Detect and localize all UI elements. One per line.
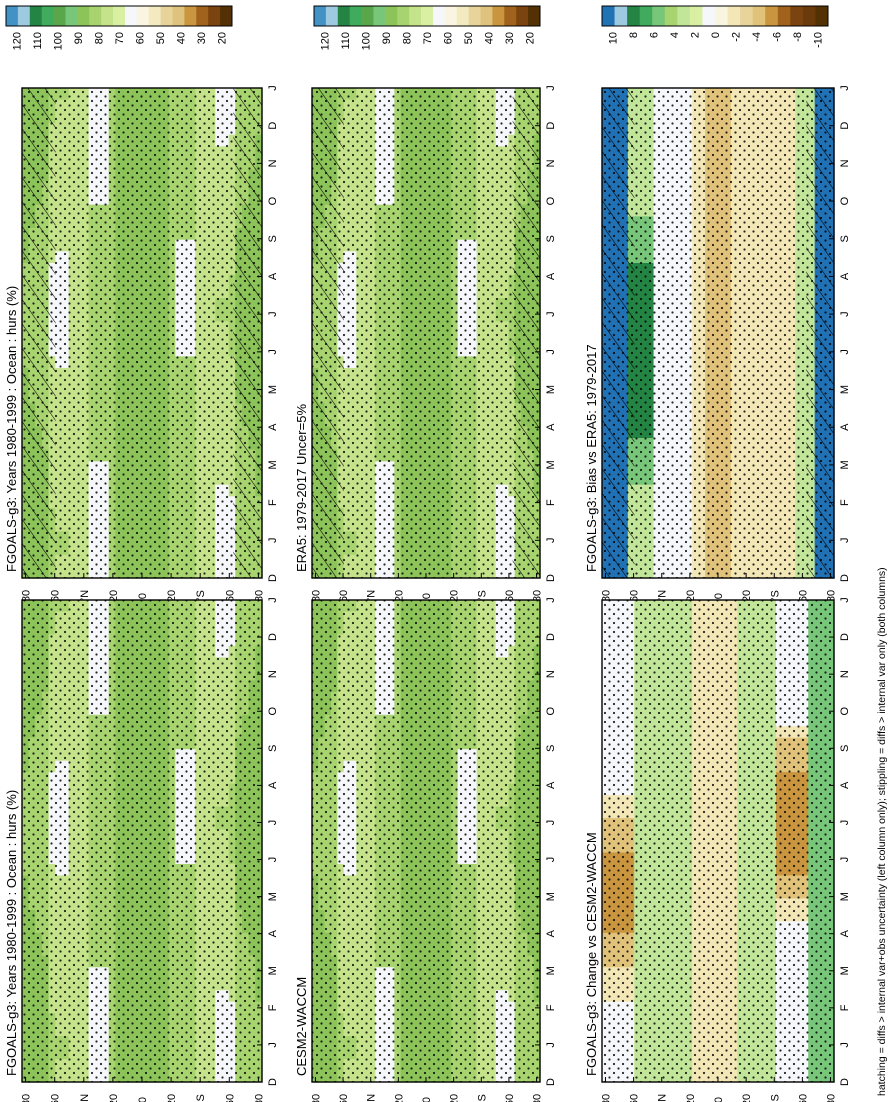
panel-model-left: 80 60 °N 20 0 20 °S 60 80DJFMAMJJASONDJFGOALS-g3… [4, 85, 279, 602]
hatching-overlay [233, 88, 262, 578]
month-tick-label: A [267, 929, 279, 937]
lat-tick-label: °S [195, 590, 207, 602]
month-tick-label: D [545, 574, 557, 582]
month-tick-label: F [267, 1004, 279, 1011]
month-tick-label: S [267, 235, 279, 242]
lat-tick-label: 60 [338, 590, 350, 602]
month-tick-label: S [545, 235, 557, 242]
month-tick-label: M [267, 892, 279, 901]
panel-reference-model: 80 60 °N 20 0 20 °S 60 80DJFMAMJJASONDJCESM2-WAC… [294, 597, 557, 1102]
panel-title: FGOALS-g3: Years 1980-1999 : Ocean : hur… [4, 790, 19, 1076]
lat-tick-label: 80 [21, 1094, 33, 1102]
month-tick-label: D [267, 633, 279, 641]
month-tick-label: J [267, 349, 279, 355]
month-tick-label: J [267, 597, 279, 603]
month-tick-label: J [267, 538, 279, 544]
footnote: hatching = diffs > internal var+obs unce… [876, 567, 888, 1096]
stippling-overlay [22, 88, 262, 578]
hatching-overlay [22, 88, 56, 578]
lat-tick-label: °N [366, 590, 378, 602]
month-tick-label: J [267, 820, 279, 826]
month-tick-label: N [545, 159, 557, 167]
month-tick-label: F [267, 499, 279, 506]
lat-tick-label: 60 [224, 590, 236, 602]
lat-tick-label: 20 [166, 1094, 178, 1102]
month-tick-label: O [267, 707, 279, 716]
month-tick-label: A [267, 272, 279, 280]
lat-tick-label: 0 [421, 593, 433, 599]
panel-title: FGOALS-g3: Years 1980-1999 : Ocean : hur… [4, 286, 19, 572]
hatching-overlay [312, 88, 344, 578]
month-tick-label: D [545, 122, 557, 130]
stippling-overlay [22, 600, 262, 1082]
month-tick-label: A [545, 272, 557, 280]
month-tick-label: J [545, 349, 557, 355]
hatching-overlay [512, 88, 540, 578]
lat-tick-label: 60 [50, 590, 62, 602]
month-tick-label: S [267, 745, 279, 752]
lat-tick-label: 20 [393, 590, 405, 602]
lat-tick-label: 60 [50, 1094, 62, 1102]
lat-tick-label: 60 [224, 1094, 236, 1102]
month-tick-label: J [545, 85, 557, 91]
lat-tick-label: °N [79, 590, 91, 602]
lat-tick-label: 60 [504, 590, 516, 602]
month-tick-label: A [545, 423, 557, 431]
lat-tick-label: 0 [137, 593, 149, 599]
month-tick-label: J [545, 311, 557, 317]
panel-model-right: 80 60 °N 20 0 20 °S 60 80DJFMAMJJASONDJFGOALS-g3… [4, 597, 279, 1102]
lat-tick-label: 20 [449, 590, 461, 602]
month-tick-label: J [267, 1042, 279, 1048]
month-tick-label: D [267, 574, 279, 582]
month-tick-label: M [545, 385, 557, 394]
lat-tick-label: 80 [310, 590, 322, 602]
month-tick-label: A [267, 423, 279, 431]
month-tick-label: M [267, 385, 279, 394]
lat-tick-label: 80 [21, 590, 33, 602]
lat-tick-label: 80 [253, 590, 265, 602]
month-tick-label: D [267, 1078, 279, 1086]
lat-tick-label: 20 [108, 590, 120, 602]
month-tick-label: J [545, 538, 557, 544]
month-tick-label: O [267, 196, 279, 205]
month-tick-label: N [267, 159, 279, 167]
month-tick-label: F [545, 499, 557, 506]
month-tick-label: A [267, 781, 279, 789]
month-tick-label: M [545, 460, 557, 469]
month-tick-label: M [267, 966, 279, 975]
lat-tick-label: 0 [137, 1097, 149, 1102]
month-tick-label: O [545, 196, 557, 205]
lat-tick-label: 20 [108, 1094, 120, 1102]
month-tick-label: N [267, 670, 279, 678]
month-tick-label: D [267, 122, 279, 130]
lat-tick-label: °S [195, 1094, 207, 1102]
month-tick-label: J [267, 85, 279, 91]
stippling-overlay [312, 88, 540, 578]
month-tick-label: J [267, 311, 279, 317]
panel-title: ERA5: 1979-2017 Uncer=5% [294, 404, 309, 572]
lat-tick-label: 80 [253, 1094, 265, 1102]
lat-tick-label: °S [476, 590, 488, 602]
lat-tick-label: 20 [166, 590, 178, 602]
lat-tick-label: °N [79, 1094, 91, 1102]
lat-tick-label: 80 [532, 590, 544, 602]
month-tick-label: M [267, 460, 279, 469]
month-tick-label: J [267, 857, 279, 863]
